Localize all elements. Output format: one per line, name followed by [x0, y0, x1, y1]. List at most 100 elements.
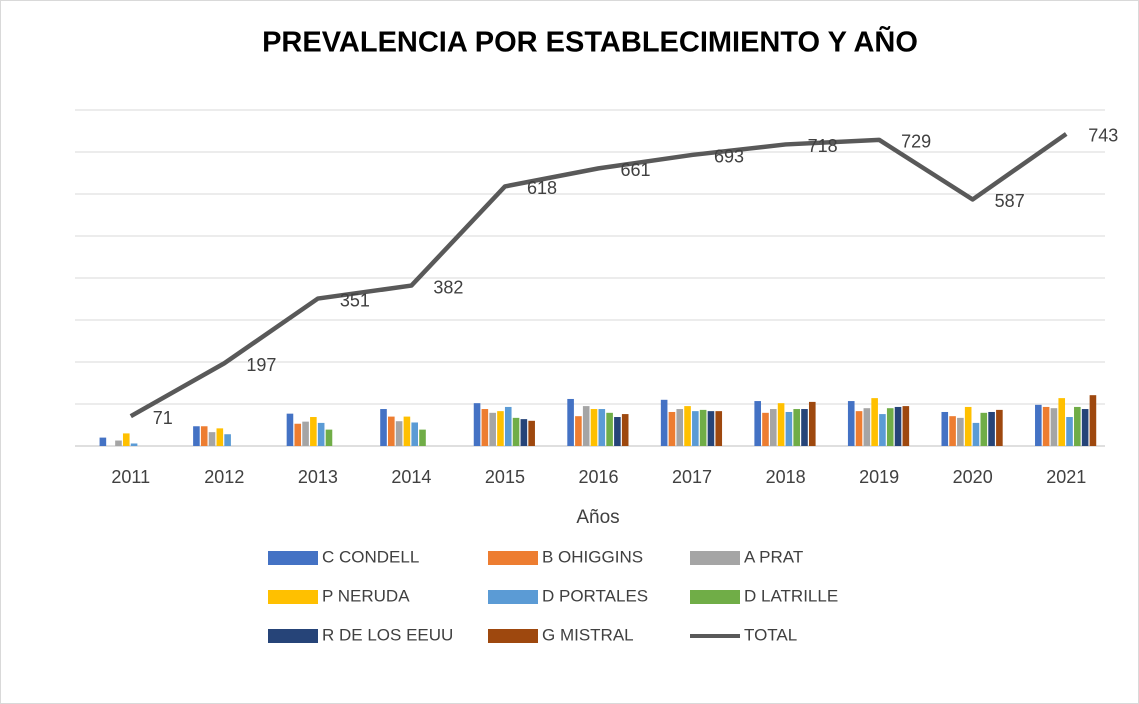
x-tick-label: 2017 [672, 467, 712, 487]
bar [777, 403, 785, 446]
x-tick-label: 2019 [859, 467, 899, 487]
bar [294, 423, 302, 446]
x-tick-label: 2012 [204, 467, 244, 487]
bar [512, 417, 520, 446]
bar [317, 422, 325, 446]
x-tick-label: 2021 [1046, 467, 1086, 487]
bar [972, 422, 980, 446]
bar [699, 409, 707, 446]
bar [754, 401, 761, 446]
bar [286, 413, 294, 446]
bar [419, 429, 426, 446]
x-tick-label: 2020 [953, 467, 993, 487]
x-tick-label: 2018 [766, 467, 806, 487]
bar [785, 411, 793, 446]
bar [122, 433, 130, 446]
bar [1081, 409, 1089, 446]
legend-swatch [488, 551, 538, 565]
bar [504, 406, 512, 446]
bar [1089, 395, 1097, 446]
data-label: 351 [340, 290, 370, 310]
bar [793, 409, 800, 446]
bar [395, 421, 403, 446]
bar [715, 411, 723, 446]
bar [980, 412, 988, 446]
bar [520, 419, 528, 446]
bar [1035, 404, 1042, 446]
bar [582, 406, 590, 446]
data-label: 197 [246, 355, 276, 375]
bar [567, 398, 574, 446]
bar [598, 409, 606, 446]
legend-label: G MISTRAL [542, 625, 634, 644]
bar [411, 422, 419, 446]
bar [621, 414, 629, 446]
bar [224, 434, 231, 446]
bar [200, 426, 208, 446]
bar [894, 406, 902, 446]
legend-label: TOTAL [744, 625, 797, 644]
legend-swatch [268, 551, 318, 565]
bar [957, 417, 964, 446]
total-line [129, 132, 1068, 419]
legend-label: P NERUDA [322, 586, 410, 605]
bar [871, 398, 878, 446]
bar [575, 416, 582, 446]
legend-label: A PRAT [744, 547, 803, 566]
bar [130, 443, 138, 446]
legend-label: B OHIGGINS [542, 547, 643, 566]
data-label: 743 [1088, 126, 1118, 146]
bar [380, 409, 387, 446]
bar [692, 411, 699, 446]
bar [1066, 417, 1073, 446]
data-label: 618 [527, 178, 557, 198]
legend-label: D LATRILLE [744, 586, 838, 605]
bar [99, 437, 107, 446]
x-tick-label: 2014 [391, 467, 431, 487]
bar [1050, 408, 1058, 446]
bar [497, 411, 504, 446]
bar [310, 417, 317, 446]
legend-swatch [690, 590, 740, 604]
bar [208, 432, 216, 446]
bar [769, 409, 777, 446]
bar [614, 417, 621, 446]
legend-label: R DE LOS EEUU [322, 625, 453, 644]
legend-label: C CONDELL [322, 547, 419, 566]
x-tick-label: 2013 [298, 467, 338, 487]
legend-swatch [488, 629, 538, 643]
bar [801, 409, 808, 446]
bar [949, 416, 956, 446]
x-tick-label: 2015 [485, 467, 525, 487]
legend-swatch [690, 551, 740, 565]
bar [941, 411, 949, 446]
bar [1058, 398, 1066, 446]
data-label: 729 [901, 132, 931, 152]
data-label: 71 [153, 408, 173, 428]
bar [847, 401, 855, 446]
bar [388, 416, 395, 446]
bar [964, 406, 972, 446]
bar [606, 412, 613, 446]
bar [676, 409, 684, 446]
bar [808, 401, 816, 446]
bar [684, 406, 691, 446]
legend-swatch [488, 590, 538, 604]
bar [473, 403, 481, 446]
bar [590, 409, 598, 446]
bar [879, 414, 886, 446]
data-label: 661 [621, 160, 651, 180]
bar [403, 416, 411, 446]
x-tick-label: 2011 [111, 467, 150, 487]
bar [302, 421, 309, 446]
data-label: 587 [995, 191, 1025, 211]
legend-label: D PORTALES [542, 586, 648, 605]
legend-swatch [268, 590, 318, 604]
bar [902, 406, 910, 446]
data-label: 382 [433, 277, 463, 297]
bar [988, 411, 995, 446]
bar [1074, 406, 1081, 446]
